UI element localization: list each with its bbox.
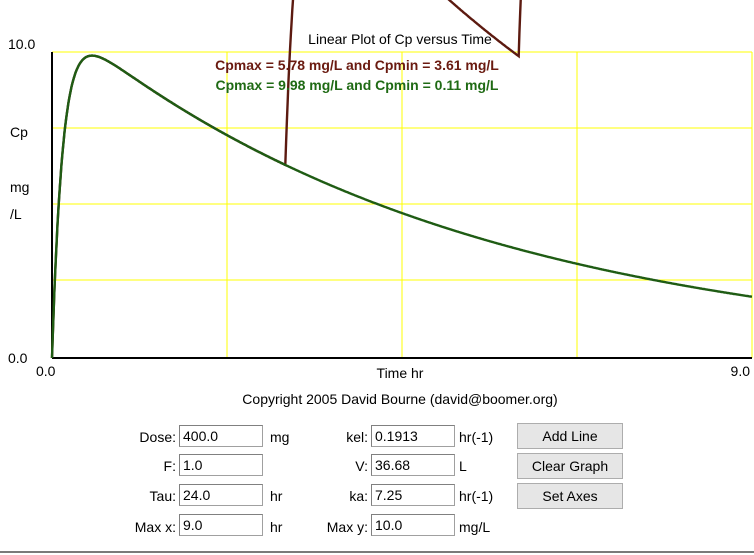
dose-input[interactable]	[179, 425, 263, 447]
annotation-series-2: Cpmax = 9.98 mg/L and Cpmin = 0.11 mg/L	[216, 77, 499, 93]
ka-label: ka:	[349, 488, 368, 504]
annotation-series-1: Cpmax = 5.78 mg/L and Cpmin = 3.61 mg/L	[215, 57, 499, 73]
f-label: F:	[163, 458, 176, 474]
clear-graph-button[interactable]: Clear Graph	[517, 453, 623, 479]
max-y-input[interactable]	[371, 514, 455, 536]
y-label-cp: Cp	[10, 124, 28, 140]
ka-unit: hr(-1)	[459, 488, 494, 504]
add-line-button[interactable]: Add Line	[517, 423, 623, 449]
copyright-text: Copyright 2005 David Bourne (david@boome…	[242, 391, 557, 407]
v-label: V:	[355, 458, 368, 474]
x-axis-label: Time hr	[377, 365, 424, 381]
cp-time-plot: Linear Plot of Cp versus Time Cpmax = 5.…	[8, 0, 753, 407]
x-tick-min: 0.0	[36, 363, 56, 379]
kel-unit: hr(-1)	[459, 429, 494, 445]
series-2-line	[50, 54, 753, 359]
kel-input[interactable]	[371, 425, 455, 447]
v-input[interactable]	[371, 454, 455, 476]
max-x-unit: hr	[270, 519, 283, 535]
max-x-input[interactable]	[179, 514, 263, 536]
tau-input[interactable]	[179, 484, 263, 506]
x-tick-max: 9.0	[731, 363, 751, 379]
v-unit: L	[459, 458, 467, 474]
y-label-mg: mg	[10, 179, 29, 195]
tau-label: Tau:	[149, 488, 176, 504]
bottom-divider	[0, 551, 754, 553]
f-input[interactable]	[179, 454, 263, 476]
dose-label: Dose:	[139, 429, 176, 445]
max-y-label: Max y:	[326, 519, 368, 535]
y-tick-max: 10.0	[8, 36, 35, 52]
tau-unit: hr	[270, 488, 283, 504]
chart-title: Linear Plot of Cp versus Time	[308, 31, 492, 47]
kel-label: kel:	[346, 429, 368, 445]
max-y-unit: mg/L	[459, 519, 491, 535]
y-tick-min: 0.0	[8, 350, 28, 366]
max-x-label: Max x:	[134, 519, 176, 535]
set-axes-button[interactable]: Set Axes	[517, 483, 623, 509]
dose-unit: mg	[270, 429, 290, 445]
y-label-per-l: /L	[10, 206, 22, 222]
ka-input[interactable]	[371, 484, 455, 506]
plot-grid	[51, 51, 753, 358]
